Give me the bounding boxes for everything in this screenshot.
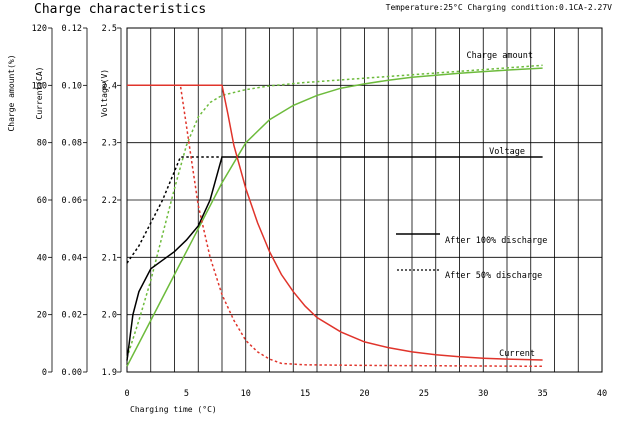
x-tick-label: 40 bbox=[597, 389, 607, 399]
series-lines bbox=[126, 64, 543, 368]
series-current-after-100 bbox=[127, 84, 543, 361]
chart-title: Charge characteristics bbox=[34, 2, 206, 17]
annotation-legend-50: After 50% discharge bbox=[445, 271, 542, 281]
y-tick-label: 80 bbox=[37, 139, 47, 149]
y-tick-label: 120 bbox=[32, 24, 47, 34]
annotation-legend-100: After 100% discharge bbox=[445, 236, 547, 246]
y-tick-label: 0.10 bbox=[62, 81, 82, 91]
y-axis-label-current: Current(CA) bbox=[35, 67, 44, 120]
x-axis-label: Charging time (°C) bbox=[130, 405, 217, 414]
x-tick-label: 0 bbox=[124, 389, 129, 399]
series-current-after-50 bbox=[127, 84, 543, 368]
y-tick-label: 0.04 bbox=[62, 253, 82, 263]
series-charge-amount-after-50 bbox=[126, 64, 543, 358]
y-tick-label: 20 bbox=[37, 311, 47, 321]
y-tick-label: 0.02 bbox=[62, 311, 82, 321]
y-tick-label: 0.08 bbox=[62, 139, 82, 149]
y-tick-label: 2.4 bbox=[102, 81, 117, 91]
chart-subtitle: Temperature:25°C Charging condition:0.1C… bbox=[386, 3, 613, 12]
y-axis-label-voltage: Voltage(V) bbox=[100, 69, 109, 117]
axes: Charge amount(%) Current(CA) Voltage(V) bbox=[7, 27, 122, 373]
series-voltage-after-100 bbox=[126, 156, 543, 361]
y-tick-label: 0 bbox=[42, 368, 47, 378]
y-tick-label: 40 bbox=[37, 253, 47, 263]
x-tick-label: 30 bbox=[478, 389, 488, 399]
y-tick-label: 0.12 bbox=[62, 24, 82, 34]
plot-frame bbox=[126, 27, 603, 373]
annotations: Charge amount Voltage Current After 100% di… bbox=[396, 51, 547, 359]
y-tick-label: 2.1 bbox=[102, 253, 117, 263]
y-axis-label-charge_amount: Charge amount(%) bbox=[7, 54, 16, 131]
x-tick-label: 15 bbox=[300, 389, 310, 399]
grid bbox=[126, 27, 603, 373]
y-tick-label: 100 bbox=[32, 81, 47, 91]
series-voltage-after-50 bbox=[126, 156, 222, 264]
series-charge-amount-after-100 bbox=[126, 67, 543, 367]
y-tick-label: 2.0 bbox=[102, 311, 117, 321]
x-tick-label: 5 bbox=[184, 389, 189, 399]
annotation-current: Current bbox=[499, 349, 535, 359]
y-tick-label: 0.00 bbox=[62, 368, 82, 378]
annotation-charge-amount: Charge amount bbox=[466, 51, 533, 61]
y-tick-label: 60 bbox=[37, 196, 47, 206]
y-tick-label: 1.9 bbox=[102, 368, 117, 378]
y-tick-label: 2.3 bbox=[102, 139, 117, 149]
tick-labels: 0204060801001200.000.020.040.060.080.100… bbox=[32, 24, 607, 399]
x-tick-label: 25 bbox=[419, 389, 429, 399]
y-tick-label: 2.5 bbox=[102, 24, 117, 34]
y-tick-label: 0.06 bbox=[62, 196, 82, 206]
x-tick-label: 20 bbox=[359, 389, 369, 399]
y-tick-label: 2.2 bbox=[102, 196, 117, 206]
annotation-voltage: Voltage bbox=[489, 147, 525, 157]
x-tick-label: 10 bbox=[241, 389, 251, 399]
x-tick-label: 35 bbox=[538, 389, 548, 399]
